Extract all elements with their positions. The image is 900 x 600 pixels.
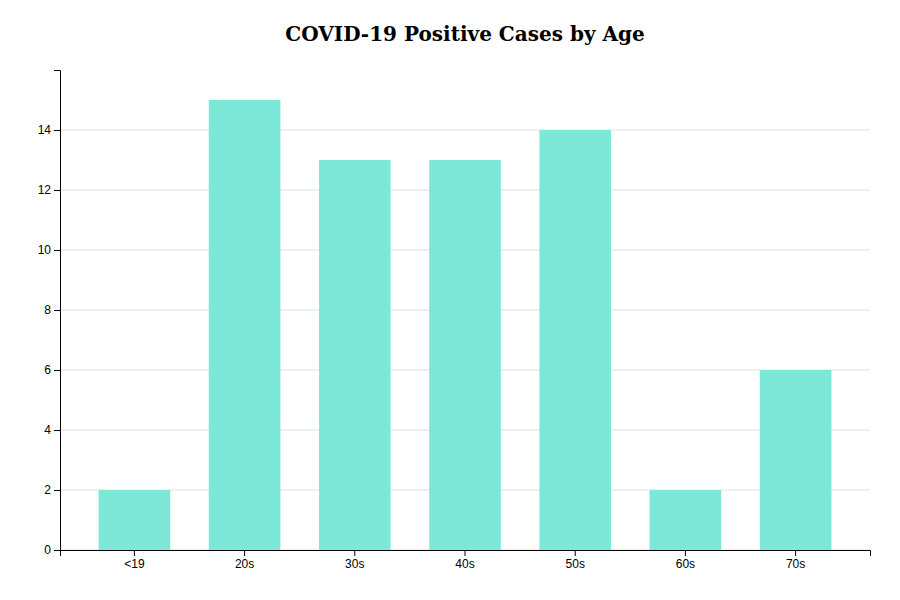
bar <box>209 100 281 550</box>
y-tick-mark <box>54 250 60 251</box>
plot-area: 0 2 4 6 8 10 12 14 <19 20s 30s 40s 50s 60s 70s <box>38 71 871 571</box>
y-tick-label: 2 <box>44 483 51 497</box>
x-tick-label: 60s <box>676 557 695 571</box>
bar <box>539 130 611 550</box>
x-tick: 20s <box>235 550 254 571</box>
x-tick: 40s <box>455 550 474 571</box>
y-tick-label: 8 <box>44 303 51 317</box>
y-tick: 4 <box>44 423 60 437</box>
x-tick-label: 40s <box>455 557 474 571</box>
x-tick-mark <box>685 550 686 556</box>
x-tick-label: 20s <box>235 557 254 571</box>
y-tick-label: 10 <box>38 243 52 257</box>
y-tick-mark <box>54 370 60 371</box>
x-tick-label: 50s <box>566 557 585 571</box>
x-tick-mark <box>465 550 466 556</box>
x-tick: 50s <box>566 550 585 571</box>
y-tick-label: 0 <box>44 543 51 557</box>
bar <box>650 490 722 550</box>
y-tick-mark <box>54 550 60 551</box>
chart-title: COVID-19 Positive Cases by Age <box>285 22 644 46</box>
x-tick-mark <box>575 550 576 556</box>
bars <box>99 100 832 550</box>
x-tick-label: 30s <box>345 557 364 571</box>
x-tick-mark <box>244 550 245 556</box>
bar <box>99 490 171 550</box>
y-axis: 0 2 4 6 8 10 12 14 <box>38 71 61 558</box>
y-tick: 10 <box>38 243 60 257</box>
x-tick-label: <19 <box>124 557 145 571</box>
y-tick-mark <box>54 490 60 491</box>
chart-container: 0 2 4 6 8 10 12 14 <19 20s 30s 40s 50s 60s 70s COVID-19… <box>0 0 900 600</box>
grid <box>60 130 870 550</box>
y-tick: 8 <box>44 303 60 317</box>
y-tick-mark <box>54 430 60 431</box>
y-tick: 0 <box>44 543 60 557</box>
x-tick-mark <box>134 550 135 556</box>
x-tick: 60s <box>676 550 695 571</box>
chart-svg: 0 2 4 6 8 10 12 14 <19 20s 30s 40s 50s 60s 70s COVID-19… <box>0 0 900 600</box>
y-tick: 12 <box>38 183 60 197</box>
bar <box>760 370 832 550</box>
x-axis: <19 20s 30s 40s 50s 60s 70s <box>61 550 871 571</box>
x-tick-mark <box>354 550 355 556</box>
x-tick: <19 <box>124 550 145 571</box>
y-tick: 2 <box>44 483 60 497</box>
y-tick-label: 14 <box>38 123 52 137</box>
y-tick-label: 12 <box>38 183 52 197</box>
y-tick: 14 <box>38 123 60 137</box>
grid-line <box>60 130 870 131</box>
y-tick-label: 4 <box>44 423 51 437</box>
x-axis-line <box>61 551 871 557</box>
y-axis-line <box>54 71 61 551</box>
bar <box>429 160 501 550</box>
x-tick-label: 70s <box>786 557 805 571</box>
bar <box>319 160 391 550</box>
y-tick: 6 <box>44 363 60 377</box>
y-tick-mark <box>54 190 60 191</box>
y-tick-mark <box>54 130 60 131</box>
x-tick: 30s <box>345 550 364 571</box>
x-tick: 70s <box>786 550 805 571</box>
y-tick-label: 6 <box>44 363 51 377</box>
y-tick-mark <box>54 310 60 311</box>
x-tick-mark <box>795 550 796 556</box>
